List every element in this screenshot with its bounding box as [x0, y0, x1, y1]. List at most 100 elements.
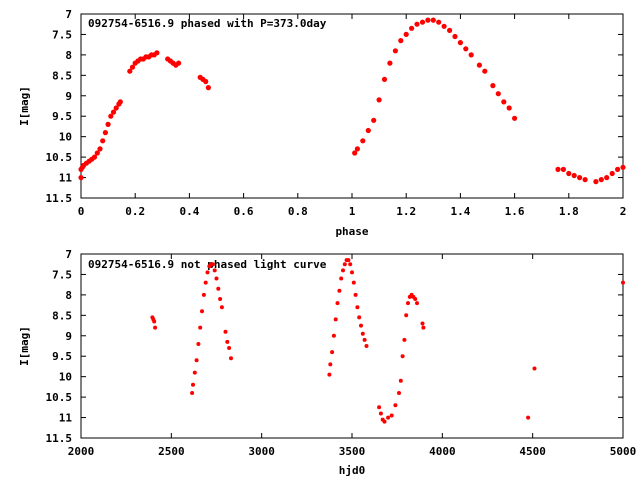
- data-point-bottom: [210, 262, 215, 267]
- data-point-top: [419, 19, 426, 25]
- data-point-bottom: [406, 301, 410, 306]
- x-tick-label-top: 1.2: [396, 205, 416, 218]
- data-point-top: [414, 21, 420, 27]
- data-point-bottom: [389, 413, 394, 418]
- data-point-bottom: [351, 280, 356, 285]
- data-point-bottom: [359, 323, 363, 328]
- x-tick-label-bottom: 2000: [68, 445, 95, 458]
- data-point-top: [129, 64, 136, 70]
- data-point-top: [615, 166, 621, 172]
- x-axis-title-top: phase: [335, 225, 368, 238]
- x-tick-label-top: 1.6: [505, 205, 525, 218]
- data-point-top: [604, 175, 610, 181]
- data-point-bottom: [341, 268, 345, 273]
- x-tick-label-top: 0: [78, 205, 85, 218]
- data-point-top: [78, 175, 84, 181]
- y-tick-label-top: 10: [59, 131, 72, 144]
- data-point-top: [102, 130, 108, 136]
- y-tick-label-bottom: 7.5: [52, 268, 72, 281]
- data-point-bottom: [335, 301, 340, 306]
- data-point-bottom: [201, 292, 206, 297]
- data-point-top: [91, 154, 98, 160]
- data-point-top: [560, 166, 567, 172]
- data-point-bottom: [382, 419, 387, 424]
- data-point-bottom: [402, 337, 407, 342]
- data-point-bottom: [153, 325, 158, 330]
- y-tick-label-top: 10.5: [46, 151, 73, 164]
- chart-title-top: 092754-6516.9 phased with P=373.0day: [88, 17, 327, 30]
- y-tick-label-bottom: 7: [65, 248, 72, 261]
- phased-light-curve-chart: 092754-6516.9 phased with P=373.0day pha…: [18, 8, 626, 238]
- data-point-bottom: [333, 317, 338, 322]
- data-point-top: [105, 121, 111, 127]
- points-bottom: [150, 258, 625, 424]
- data-point-top: [447, 27, 453, 33]
- data-point-bottom: [526, 415, 531, 420]
- data-point-top: [482, 68, 488, 74]
- data-point-top: [108, 113, 114, 119]
- x-tick-label-top: 1: [349, 205, 356, 218]
- data-point-bottom: [216, 286, 221, 291]
- x-axis-title-bottom: hjd0: [339, 464, 366, 477]
- y-tick-label-bottom: 8.5: [52, 309, 72, 322]
- data-point-bottom: [190, 391, 195, 395]
- data-point-top: [352, 150, 358, 156]
- data-point-top: [203, 78, 209, 85]
- data-point-top: [127, 68, 133, 74]
- data-point-bottom: [337, 288, 342, 293]
- data-point-bottom: [225, 339, 230, 344]
- data-point-top: [371, 117, 377, 123]
- data-point-bottom: [192, 370, 197, 375]
- data-point-bottom: [191, 382, 195, 387]
- data-point-top: [392, 48, 398, 54]
- data-point-bottom: [357, 315, 362, 320]
- data-point-top: [360, 138, 366, 144]
- data-point-top: [609, 170, 615, 177]
- y-tick-label-top: 11.5: [46, 192, 73, 205]
- data-point-bottom: [404, 313, 409, 318]
- data-point-bottom: [360, 331, 365, 336]
- y-axis-title-top: I[mag]: [18, 86, 31, 126]
- data-point-bottom: [203, 280, 208, 285]
- x-tick-label-bottom: 3000: [248, 445, 275, 458]
- data-point-top: [577, 175, 583, 181]
- y-tick-label-top: 8.5: [52, 69, 72, 82]
- data-point-top: [176, 60, 182, 66]
- y-tick-label-bottom: 8: [65, 289, 72, 302]
- x-tick-label-bottom: 4000: [429, 445, 456, 458]
- y-tick-label-top: 11: [59, 172, 73, 185]
- y-tick-label-top: 7: [65, 8, 72, 21]
- data-point-bottom: [353, 292, 358, 297]
- y-axis-title-bottom: I[mag]: [18, 326, 31, 366]
- x-tick-label-bottom: 3500: [339, 445, 366, 458]
- data-point-top: [398, 38, 404, 44]
- data-point-top: [593, 179, 599, 185]
- data-point-bottom: [420, 321, 425, 326]
- data-point-top: [430, 17, 436, 23]
- y-tick-label-top: 9: [65, 90, 72, 103]
- data-point-bottom: [229, 356, 233, 361]
- ticks-top: 0 0.2 0.4 0.6 0.8 1 1.2 1.4 1.6 1.8 2 7 7.5 8 8.5 9 9.5 1…: [46, 8, 627, 218]
- data-point-bottom: [386, 415, 391, 420]
- data-point-top: [403, 31, 409, 37]
- data-point-bottom: [200, 309, 204, 314]
- data-point-top: [476, 62, 482, 68]
- data-point-bottom: [205, 270, 210, 275]
- data-point-top: [110, 109, 117, 115]
- y-tick-label-bottom: 9.5: [52, 350, 72, 363]
- data-point-bottom: [219, 305, 224, 310]
- data-point-bottom: [227, 346, 232, 350]
- data-point-top: [205, 85, 211, 91]
- data-point-bottom: [413, 297, 418, 301]
- y-tick-label-bottom: 10.5: [46, 391, 73, 404]
- y-tick-label-bottom: 11.5: [46, 432, 73, 445]
- data-point-top: [452, 33, 458, 40]
- data-point-top: [566, 170, 572, 177]
- data-point-bottom: [398, 378, 403, 383]
- data-point-bottom: [393, 403, 398, 408]
- data-point-top: [436, 19, 442, 25]
- data-point-bottom: [350, 270, 354, 275]
- data-point-top: [598, 177, 604, 183]
- x-tick-label-bottom: 4500: [519, 445, 546, 458]
- data-point-bottom: [196, 342, 201, 346]
